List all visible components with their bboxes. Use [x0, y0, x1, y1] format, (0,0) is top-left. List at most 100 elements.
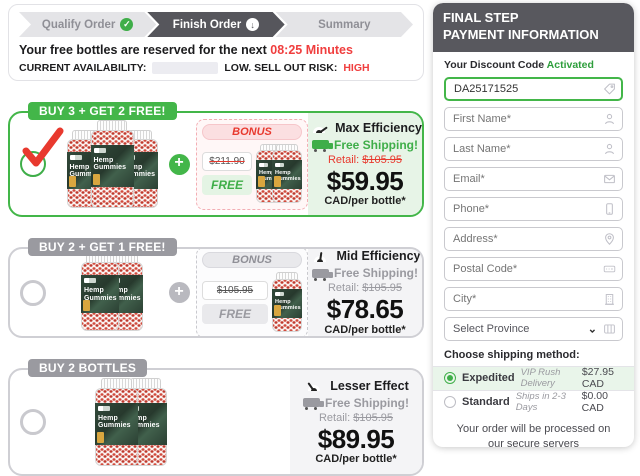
offer-buy3-get2[interactable]: BUY 3 + GET 2 FREE! Hemp Gummies	[8, 102, 424, 217]
postal-code-input[interactable]	[444, 256, 623, 281]
province-field: Select Province ⌄	[444, 316, 623, 341]
retail-price: Retail: $105.95	[318, 411, 393, 424]
payment-header-line2: PAYMENT INFORMATION	[443, 26, 599, 42]
offer-price: $59.95	[326, 165, 404, 196]
bonus-old-price: $211.90	[202, 152, 252, 171]
offer-select-control[interactable]	[10, 127, 64, 177]
progress-steps: Qualify Order Finish Order Summary	[19, 12, 413, 37]
step-summary[interactable]: Summary	[276, 12, 413, 37]
availability-status: LOW. SELL OUT RISK:	[224, 62, 338, 74]
shipping-option-standard[interactable]: Standard Ships in 2-3 Days $0.00 CAD	[433, 389, 634, 415]
truck-icon	[303, 398, 324, 411]
tier-label: Max Efficiency	[335, 120, 422, 135]
retail-price: Retail: $105.95	[327, 153, 402, 166]
step-label: Summary	[318, 18, 371, 31]
shipping-price: $27.95 CAD	[581, 366, 614, 391]
price-unit: CAD/per bottle*	[324, 195, 406, 208]
mail-icon	[603, 172, 616, 185]
offer-select-control[interactable]	[10, 279, 56, 306]
red-check-icon	[22, 127, 64, 167]
step-label: Qualify Order	[41, 18, 116, 31]
availability-risk: HIGH	[343, 62, 370, 74]
availability-label: CURRENT AVAILABILITY:	[19, 62, 147, 74]
reservation-time: 08:25 Minutes	[270, 43, 353, 57]
zip-icon	[603, 262, 616, 275]
plus-icon	[168, 282, 190, 303]
postal-code-field	[444, 256, 623, 281]
truck-icon	[312, 140, 333, 153]
last-name-input[interactable]	[444, 136, 623, 161]
bonus-bottle-image: Hemp Gummies	[272, 272, 302, 332]
tier-label: Lesser Effect	[330, 378, 409, 393]
plus-icon	[168, 153, 190, 175]
last-name-field	[444, 136, 623, 161]
retail-price: Retail: $105.95	[327, 282, 402, 295]
columns-icon	[603, 322, 616, 335]
price-unit: CAD/per bottle*	[324, 323, 406, 336]
free-shipping-label: Free Shipping!	[334, 137, 418, 152]
reservation-text: Your free bottles are reserved for the n…	[19, 43, 267, 57]
shipping-desc: Ships in 2-3 Days	[515, 391, 566, 414]
discount-status: Activated	[546, 58, 594, 71]
step-label: Finish Order	[172, 18, 242, 31]
step-finish-order[interactable]: Finish Order	[147, 12, 284, 37]
secure-servers-note: Your order will be processed on our secu…	[456, 422, 611, 447]
phone-input[interactable]	[444, 196, 623, 221]
shipping-name: Standard	[462, 396, 510, 409]
map-pin-icon	[603, 232, 616, 245]
payment-header-line1: FINAL STEP	[443, 10, 519, 25]
person-icon	[603, 112, 616, 125]
offer-select-control[interactable]	[10, 409, 56, 435]
phone-field	[444, 196, 623, 221]
radio-selected[interactable]	[20, 151, 46, 177]
address-input[interactable]	[444, 226, 623, 251]
radio-selected[interactable]	[444, 372, 456, 385]
bonus-label: BONUS	[202, 252, 302, 268]
free-shipping-label: Free Shipping!	[334, 266, 418, 281]
first-name-input[interactable]	[444, 106, 623, 131]
availability-line: CURRENT AVAILABILITY: LOW. SELL OUT RISK…	[19, 62, 413, 74]
shipping-price: $0.00 CAD	[581, 390, 608, 415]
province-select[interactable]: Select Province	[444, 316, 623, 341]
bonus-label: BONUS	[202, 123, 302, 140]
email-input[interactable]	[444, 166, 623, 191]
down-arrow-circle-icon	[246, 18, 259, 31]
offer-badge: BUY 2 + GET 1 FREE!	[28, 238, 177, 256]
truck-icon	[312, 268, 333, 281]
bonus-box: BONUS $105.95 FREE Hemp Gummies	[196, 249, 308, 336]
offer-badge: BUY 2 BOTTLES	[28, 359, 148, 377]
reservation-timer: Your free bottles are reserved for the n…	[19, 43, 413, 57]
building-icon	[603, 292, 616, 305]
address-field	[444, 226, 623, 251]
efficiency-gauge-icon	[308, 122, 330, 134]
shipping-desc: VIP Rush Delivery	[520, 367, 561, 390]
price-panel: Max Efficiency Free Shipping! Retail: $1…	[308, 113, 422, 215]
free-shipping-label: Free Shipping!	[325, 395, 409, 410]
price-panel: Mid Efficiency Free Shipping! Retail: $1…	[308, 249, 422, 336]
city-field	[444, 286, 623, 311]
discount-label: Your Discount Code Activated	[444, 58, 594, 71]
city-input[interactable]	[444, 286, 623, 311]
shipping-option-expedited[interactable]: Expedited VIP Rush Delivery $27.95 CAD	[433, 365, 634, 391]
discount-code-input[interactable]	[444, 76, 623, 101]
bonus-free-tag: FREE	[202, 175, 252, 195]
payment-header: FINAL STEP PAYMENT INFORMATION	[433, 3, 634, 52]
email-field	[444, 166, 623, 191]
chevron-down-icon: ⌄	[587, 323, 597, 336]
phone-icon	[603, 202, 616, 215]
radio-unselected[interactable]	[444, 396, 456, 409]
radio-unselected[interactable]	[20, 279, 46, 306]
radio-unselected[interactable]	[20, 409, 46, 435]
step-qualify-order[interactable]: Qualify Order	[19, 12, 156, 37]
